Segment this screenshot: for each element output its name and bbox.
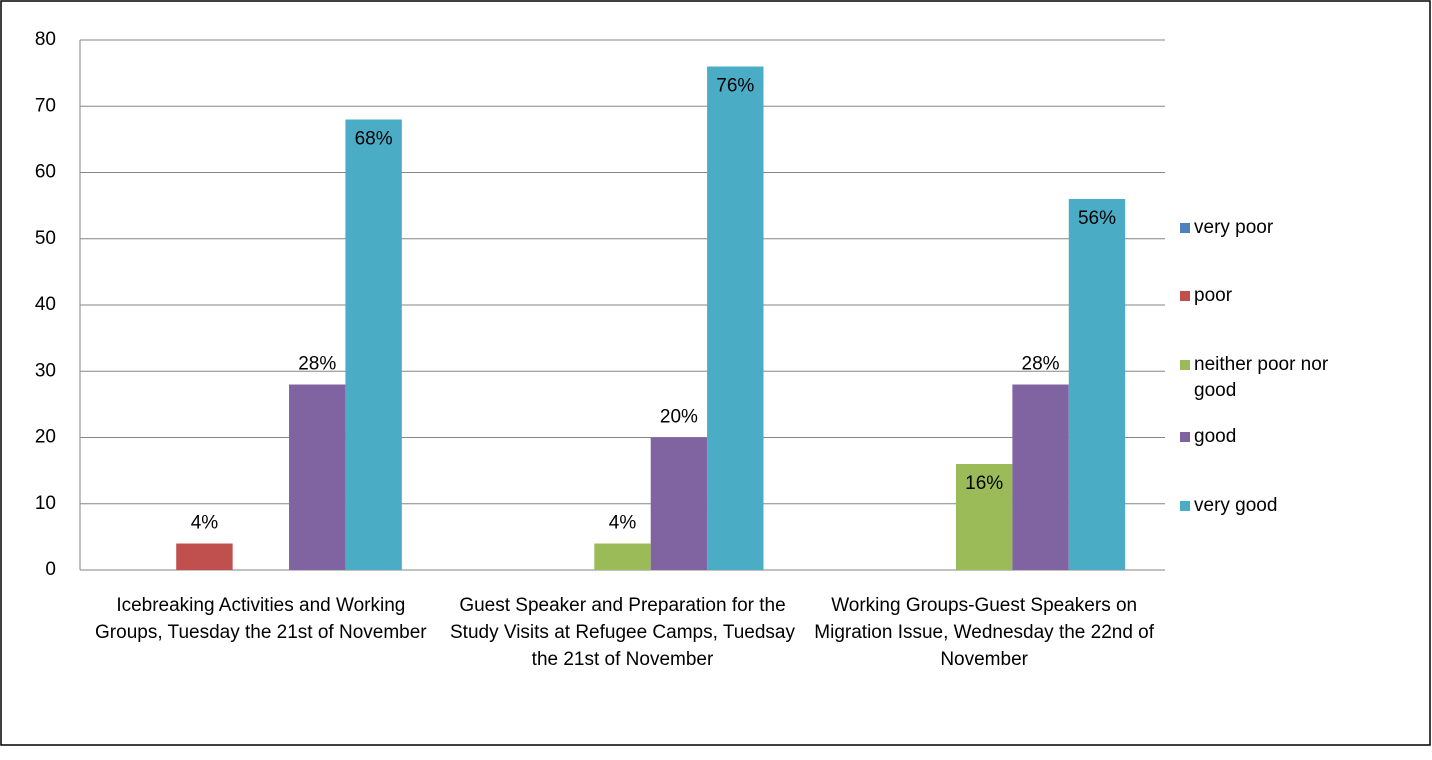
data-label: 4%	[191, 513, 219, 534]
y-tick-label: 0	[45, 559, 56, 580]
bar	[594, 543, 651, 570]
y-tick-label: 70	[35, 95, 56, 116]
y-tick-label: 20	[35, 427, 56, 448]
x-tick-label: Working Groups-Guest Speakers on Migrati…	[814, 595, 1155, 670]
legend-label: very good	[1194, 495, 1278, 516]
bar	[650, 437, 708, 570]
bar	[1012, 384, 1069, 570]
y-tick-label: 80	[35, 29, 56, 50]
bar	[707, 66, 764, 570]
bar	[345, 119, 402, 570]
data-label: 4%	[609, 513, 637, 534]
y-tick-label: 50	[35, 228, 56, 249]
x-tick-label: Icebreaking Activities and Working Group…	[95, 595, 427, 643]
data-label: 76%	[716, 76, 754, 97]
bar	[955, 464, 1013, 570]
legend-label: good	[1194, 426, 1237, 447]
y-tick-label: 10	[35, 493, 56, 514]
legend-swatch	[1180, 360, 1190, 370]
legend-swatch	[1180, 432, 1190, 442]
data-label: 20%	[660, 407, 698, 428]
x-tick-label: Guest Speaker and Preparation for the St…	[450, 595, 795, 670]
legend-swatch	[1180, 501, 1190, 511]
legend-label: poor	[1194, 285, 1233, 306]
data-label: 28%	[298, 354, 336, 375]
data-label: 56%	[1078, 208, 1116, 229]
legend-label: neither poor nor good	[1194, 354, 1329, 401]
legend-swatch	[1180, 291, 1190, 301]
y-tick-label: 60	[35, 162, 56, 183]
bar	[289, 384, 346, 570]
data-label: 68%	[355, 129, 393, 150]
legend-label: very poor	[1194, 217, 1274, 238]
data-label: 16%	[965, 473, 1003, 494]
y-tick-label: 30	[35, 360, 56, 381]
y-tick-label: 40	[35, 294, 56, 315]
legend-swatch	[1180, 223, 1190, 233]
bar	[176, 543, 233, 570]
bar	[1068, 199, 1126, 570]
data-label: 28%	[1022, 354, 1060, 375]
